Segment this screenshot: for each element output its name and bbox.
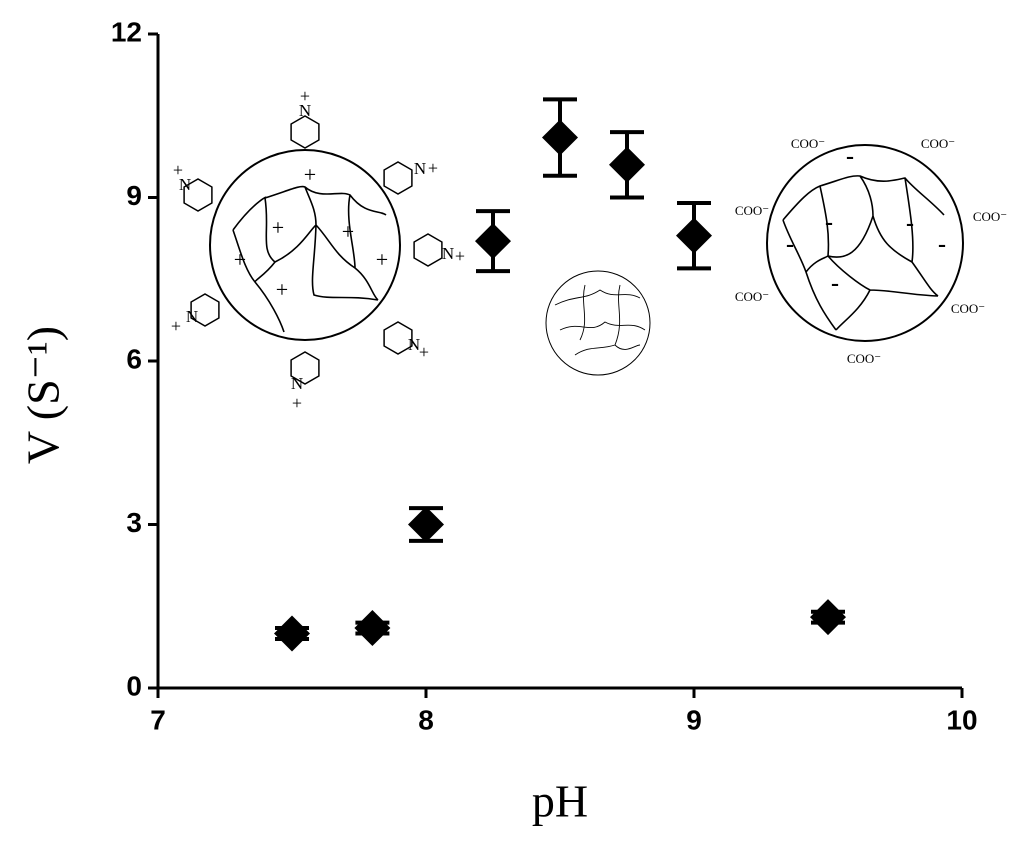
cation-label: N — [186, 307, 198, 326]
y-tick-label: 12 — [111, 16, 142, 47]
y-axis-label: V (S⁻¹) — [18, 326, 69, 464]
minus-label: - — [831, 271, 839, 297]
minus-label: - — [825, 210, 833, 236]
pyridinium-ring — [183, 178, 213, 212]
x-tick-label: 9 — [686, 704, 702, 735]
polymer-network — [232, 185, 387, 333]
carboxylate-label: COO⁻ — [951, 301, 985, 316]
pyridinium-ring — [383, 161, 413, 195]
charge-label: + — [171, 316, 181, 336]
carboxylate-label: COO⁻ — [921, 136, 955, 151]
charge-label: + — [300, 86, 310, 106]
charge-label: + — [376, 247, 388, 272]
charge-label: + — [428, 158, 438, 178]
charge-label: + — [419, 342, 429, 362]
polymer-network — [554, 284, 646, 356]
marker — [354, 610, 391, 647]
minus-label: - — [906, 211, 914, 237]
marker — [475, 223, 511, 260]
x-axis-label: pH — [532, 776, 588, 827]
cation-label: N — [414, 159, 426, 178]
pyridinium-ring — [190, 293, 220, 327]
minus-label: - — [786, 232, 794, 258]
charge-label: + — [304, 162, 316, 187]
cationic-particle — [209, 149, 401, 341]
pyridinium-ring — [290, 351, 320, 385]
cation-label: N — [442, 244, 454, 263]
cation-label: N — [408, 335, 420, 354]
cation-label: N — [291, 374, 303, 393]
pyridinium-ring — [383, 321, 413, 355]
x-tick-label: 10 — [946, 704, 977, 735]
charge-label: + — [342, 219, 354, 244]
illustrations: N+N +N +N+N+N+N+ ++ ++ ++------COO⁻ COO⁻COO⁻CO… — [171, 86, 1007, 413]
cation-label: N — [299, 101, 311, 120]
minus-label: - — [938, 232, 946, 258]
y-tick-label: 9 — [126, 180, 142, 211]
charge-label: + — [276, 277, 288, 302]
charge-label: + — [234, 247, 246, 272]
charge-label: + — [292, 393, 302, 413]
y-tick-label: 0 — [126, 670, 142, 701]
x-tick-label: 8 — [418, 704, 434, 735]
y-tick-label: 3 — [126, 507, 142, 538]
marker — [408, 506, 444, 543]
carboxylate-label: COO⁻ — [735, 289, 769, 304]
minus-label: - — [846, 144, 854, 170]
cation-label: N — [179, 175, 191, 194]
anionic-particle — [766, 144, 964, 342]
polymer-network — [782, 175, 945, 331]
marker — [542, 119, 578, 156]
charge-label: + — [272, 215, 284, 240]
y-tick-label: 6 — [126, 343, 142, 374]
pyridinium-ring — [413, 233, 443, 267]
pyridinium-ring — [290, 115, 320, 149]
marker — [609, 146, 645, 183]
marker — [676, 217, 712, 254]
carboxylate-label: COO⁻ — [791, 136, 825, 151]
marker — [810, 599, 846, 636]
carboxylate-label: COO⁻ — [735, 203, 769, 218]
charge-label: + — [173, 160, 183, 180]
neutral-particle — [545, 270, 651, 376]
charge-label: + — [455, 246, 465, 266]
carboxylate-label: COO⁻ — [973, 209, 1007, 224]
carboxylate-label: COO⁻ — [847, 351, 881, 366]
marker — [274, 615, 310, 652]
x-tick-label: 7 — [150, 704, 166, 735]
